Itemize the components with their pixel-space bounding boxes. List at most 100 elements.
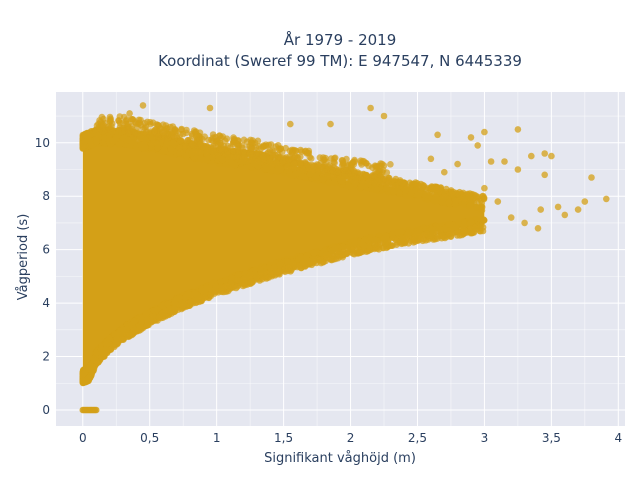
scatter-point — [106, 335, 113, 343]
scatter-point — [297, 160, 304, 168]
y-tick-label: 4 — [42, 296, 50, 310]
scatter-point — [378, 172, 385, 179]
scatter-point — [476, 224, 484, 231]
scatter-point — [441, 168, 448, 176]
scatter-point — [136, 119, 143, 127]
scatter-point — [380, 112, 388, 120]
scatter-point — [452, 223, 460, 231]
scatter-point — [119, 119, 127, 127]
scatter-point — [335, 166, 343, 174]
scatter-point — [412, 238, 419, 245]
scatter-point — [487, 158, 495, 165]
scatter-point — [197, 140, 204, 148]
scatter-point — [230, 136, 237, 143]
scatter-point — [537, 206, 544, 213]
scatter-point — [252, 144, 260, 151]
scatter-point — [416, 190, 423, 197]
scatter-point — [239, 142, 246, 149]
scatter-point — [414, 180, 421, 187]
scatter-point — [372, 168, 379, 175]
scatter-point — [148, 318, 155, 326]
scatter-point — [448, 230, 456, 237]
scatter-point — [371, 236, 379, 243]
scatter-point — [379, 166, 387, 174]
scatter-point — [356, 249, 364, 256]
scatter-point — [205, 284, 213, 292]
scatter-point — [362, 160, 370, 167]
scatter-point — [304, 149, 312, 157]
scatter-point — [351, 169, 359, 176]
scatter-point — [248, 139, 255, 147]
scatter-point — [290, 154, 298, 162]
scatter-point — [109, 137, 116, 145]
scatter-point — [325, 179, 333, 186]
scatter-point — [467, 134, 475, 141]
scatter-point — [371, 241, 378, 248]
x-tick-label: 1,5 — [274, 431, 293, 445]
scatter-point — [134, 327, 141, 335]
scatter-point — [144, 118, 151, 126]
scatter-point — [306, 260, 314, 267]
scatter-point — [113, 335, 120, 343]
scatter-point — [212, 283, 220, 290]
scatter-point — [126, 110, 133, 117]
scatter-point — [232, 284, 240, 292]
scatter-point — [183, 129, 190, 137]
scatter-point — [217, 144, 225, 152]
scatter-point — [176, 144, 183, 152]
scatter-point — [261, 268, 269, 276]
scatter-point — [287, 120, 294, 128]
scatter-point — [179, 302, 187, 309]
scatter-point — [128, 122, 136, 130]
x-tick-label: 3 — [481, 431, 489, 445]
scatter-point — [441, 193, 449, 201]
scatter-point — [300, 259, 308, 267]
scatter-point — [383, 185, 390, 192]
scatter-point — [340, 167, 348, 174]
scatter-point — [319, 176, 327, 183]
scatter-point — [248, 278, 256, 285]
scatter-point — [82, 132, 89, 139]
scatter-point — [514, 166, 522, 173]
scatter-point — [276, 146, 283, 154]
scatter-point — [343, 155, 350, 163]
scatter-point — [310, 249, 318, 257]
y-axis-label: Vågperiod (s) — [16, 214, 31, 301]
x-tick-label: 4 — [614, 431, 622, 445]
scatter-point — [351, 158, 358, 165]
scatter-point — [383, 232, 390, 240]
scatter-point — [125, 129, 132, 137]
scatter-point — [143, 316, 150, 324]
scatter-point — [480, 216, 488, 224]
scatter-point — [275, 165, 283, 172]
scatter-point — [362, 172, 370, 179]
scatter-point — [466, 202, 474, 209]
scatter-point — [345, 182, 353, 190]
scatter-point — [138, 318, 145, 326]
scatter-point — [467, 218, 475, 226]
scatter-point — [221, 277, 229, 284]
scatter-point — [139, 140, 147, 148]
scatter-point — [446, 220, 454, 228]
scatter-point — [359, 241, 367, 248]
scatter-point — [351, 180, 359, 187]
scatter-point — [548, 152, 555, 160]
scatter-point — [276, 261, 284, 268]
scatter-point — [217, 140, 224, 147]
scatter-point — [349, 246, 356, 254]
scatter-point — [402, 187, 409, 194]
scatter-point — [387, 161, 394, 168]
scatter-point — [474, 142, 482, 149]
scatter-point — [186, 302, 193, 310]
scatter-point — [206, 104, 214, 112]
scatter-point — [125, 136, 132, 144]
scatter-point — [98, 349, 105, 356]
scatter-point — [460, 189, 467, 197]
scatter-point — [246, 273, 253, 280]
scatter-point — [167, 130, 175, 137]
scatter-point — [312, 172, 320, 180]
scatter-point — [279, 157, 287, 165]
scatter-point — [211, 290, 218, 297]
scatter-point — [303, 160, 310, 168]
scatter-point — [528, 152, 535, 160]
